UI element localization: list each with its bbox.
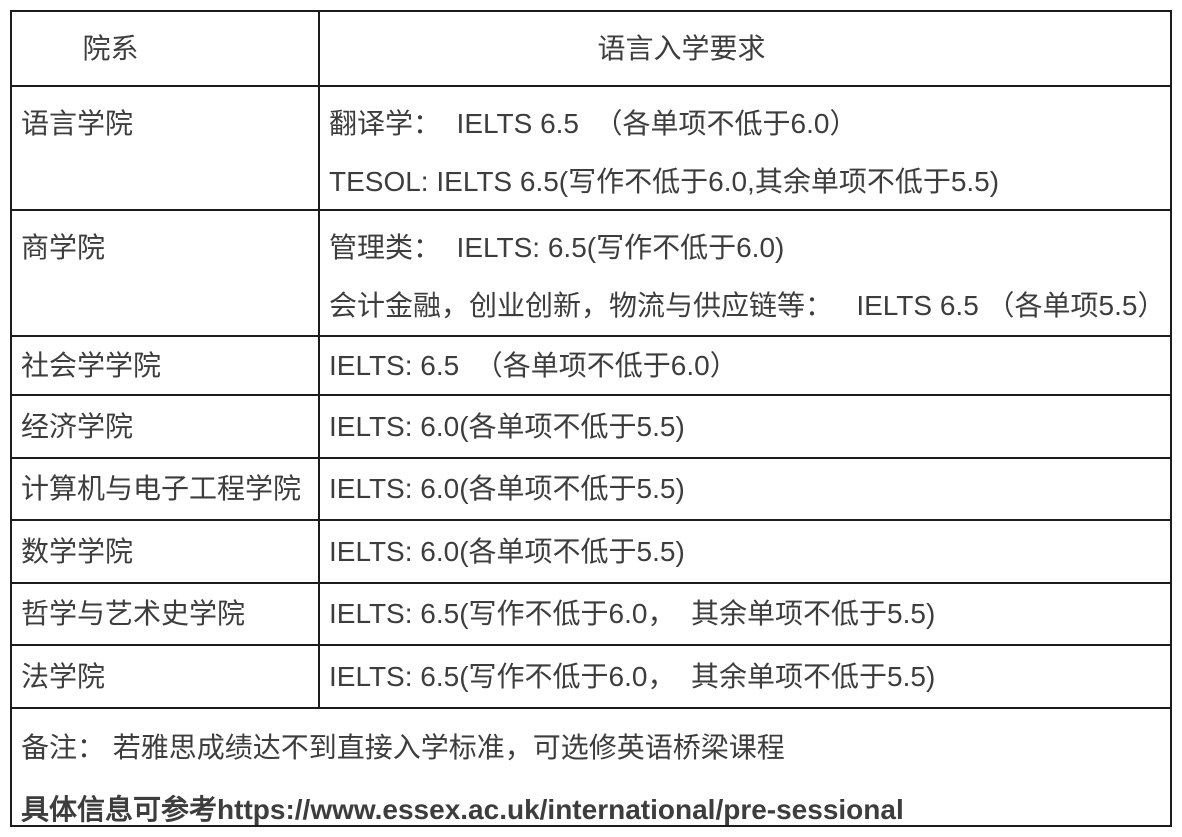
table-row: 经济学院 IELTS: 6.0(各单项不低于5.5)	[12, 394, 1170, 457]
header-cell-requirement: 语言入学要求	[320, 12, 1170, 85]
note-line: 备注： 若雅思成绩达不到直接入学标准，可选修英语桥梁课程	[21, 732, 785, 763]
requirement-line: IELTS: 6.5(写作不低于6.0， 其余单项不低于5.5)	[329, 598, 936, 629]
department-name: 语言学院	[21, 108, 134, 139]
requirement-line: IELTS: 6.0(各单项不低于5.5)	[329, 410, 685, 442]
department-cell: 数学学院	[12, 521, 320, 582]
requirement-cell: IELTS: 6.0(各单项不低于5.5)	[320, 521, 1170, 582]
requirement-cell: IELTS: 6.5(写作不低于6.0， 其余单项不低于5.5)	[320, 646, 1170, 707]
footer-content: 备注： 若雅思成绩达不到直接入学标准，可选修英语桥梁课程 具体信息可参考http…	[12, 709, 913, 827]
table-footer-row: 备注： 若雅思成绩达不到直接入学标准，可选修英语桥梁课程 具体信息可参考http…	[12, 707, 1170, 827]
department-name: 经济学院	[21, 410, 134, 442]
link-line: 具体信息可参考https://www.essex.ac.uk/internati…	[21, 793, 904, 827]
department-cell: 计算机与电子工程学院	[12, 459, 320, 519]
requirement-cell: IELTS: 6.5(写作不低于6.0， 其余单项不低于5.5)	[320, 584, 1170, 644]
department-cell: 哲学与艺术史学院	[12, 584, 320, 644]
requirement-cell: IELTS: 6.0(各单项不低于5.5)	[320, 459, 1170, 519]
department-cell: 语言学院	[12, 87, 320, 209]
department-name: 数学学院	[21, 535, 134, 567]
requirement-cell: IELTS: 6.0(各单项不低于5.5)	[320, 396, 1170, 457]
header-cell-department: 院系	[12, 12, 320, 85]
department-name: 社会学学院	[21, 349, 162, 381]
requirement-line: TESOL: IELTS 6.5(写作不低于6.0,其余单项不低于5.5)	[329, 166, 1000, 197]
header-requirement-label: 语言入学要求	[597, 32, 766, 64]
link-prefix: 具体信息可参考	[21, 794, 218, 825]
requirement-line: IELTS: 6.5 （各单项不低于6.0）	[329, 349, 738, 381]
pre-sessional-url: https://www.essex.ac.uk/international/pr…	[217, 794, 904, 825]
requirement-line: 会计金融，创业创新，物流与供应链等： IELTS 6.5 （各单项5.5）	[329, 290, 1166, 321]
requirement-cell: 翻译学： IELTS 6.5 （各单项不低于6.0） TESOL: IELTS …	[320, 87, 1170, 209]
table-row: 社会学学院 IELTS: 6.5 （各单项不低于6.0）	[12, 335, 1170, 394]
requirement-cell: 管理类： IELTS: 6.5(写作不低于6.0) 会计金融，创业创新，物流与供…	[320, 211, 1170, 335]
requirement-line: 翻译学： IELTS 6.5 （各单项不低于6.0）	[329, 108, 858, 139]
language-admission-table: 院系 语言入学要求 语言学院 翻译学： IELTS 6.5 （各单项不低于6.0…	[10, 10, 1172, 827]
department-name: 计算机与电子工程学院	[21, 473, 302, 504]
department-name: 商学院	[21, 232, 106, 263]
requirement-line: IELTS: 6.0(各单项不低于5.5)	[329, 473, 685, 504]
requirement-line: IELTS: 6.0(各单项不低于5.5)	[329, 535, 685, 567]
department-name: 哲学与艺术史学院	[21, 598, 246, 629]
department-cell: 经济学院	[12, 396, 320, 457]
table-row: 数学学院 IELTS: 6.0(各单项不低于5.5)	[12, 519, 1170, 582]
table-row: 法学院 IELTS: 6.5(写作不低于6.0， 其余单项不低于5.5)	[12, 644, 1170, 707]
requirement-cell: IELTS: 6.5 （各单项不低于6.0）	[320, 337, 1170, 394]
department-name: 法学院	[21, 660, 106, 692]
department-cell: 商学院	[12, 211, 320, 335]
table-row: 商学院 管理类： IELTS: 6.5(写作不低于6.0) 会计金融，创业创新，…	[12, 209, 1170, 335]
department-cell: 法学院	[12, 646, 320, 707]
header-department-label: 院系	[82, 32, 139, 64]
requirement-line: 管理类： IELTS: 6.5(写作不低于6.0)	[329, 232, 785, 263]
requirement-line: IELTS: 6.5(写作不低于6.0， 其余单项不低于5.5)	[329, 660, 936, 692]
table-row: 计算机与电子工程学院 IELTS: 6.0(各单项不低于5.5)	[12, 457, 1170, 519]
table-row: 哲学与艺术史学院 IELTS: 6.5(写作不低于6.0， 其余单项不低于5.5…	[12, 582, 1170, 644]
table-header-row: 院系 语言入学要求	[12, 12, 1170, 85]
department-cell: 社会学学院	[12, 337, 320, 394]
table-row: 语言学院 翻译学： IELTS 6.5 （各单项不低于6.0） TESOL: I…	[12, 85, 1170, 209]
